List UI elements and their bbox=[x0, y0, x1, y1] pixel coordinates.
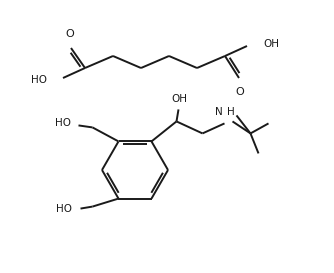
Text: HO: HO bbox=[31, 75, 47, 85]
Text: OH: OH bbox=[263, 39, 279, 49]
Text: OH: OH bbox=[171, 94, 187, 104]
Text: O: O bbox=[65, 29, 74, 39]
Text: O: O bbox=[235, 87, 244, 97]
Text: HO: HO bbox=[56, 204, 72, 213]
Text: N: N bbox=[215, 107, 222, 117]
Text: H: H bbox=[227, 107, 235, 117]
Text: HO: HO bbox=[54, 118, 70, 128]
